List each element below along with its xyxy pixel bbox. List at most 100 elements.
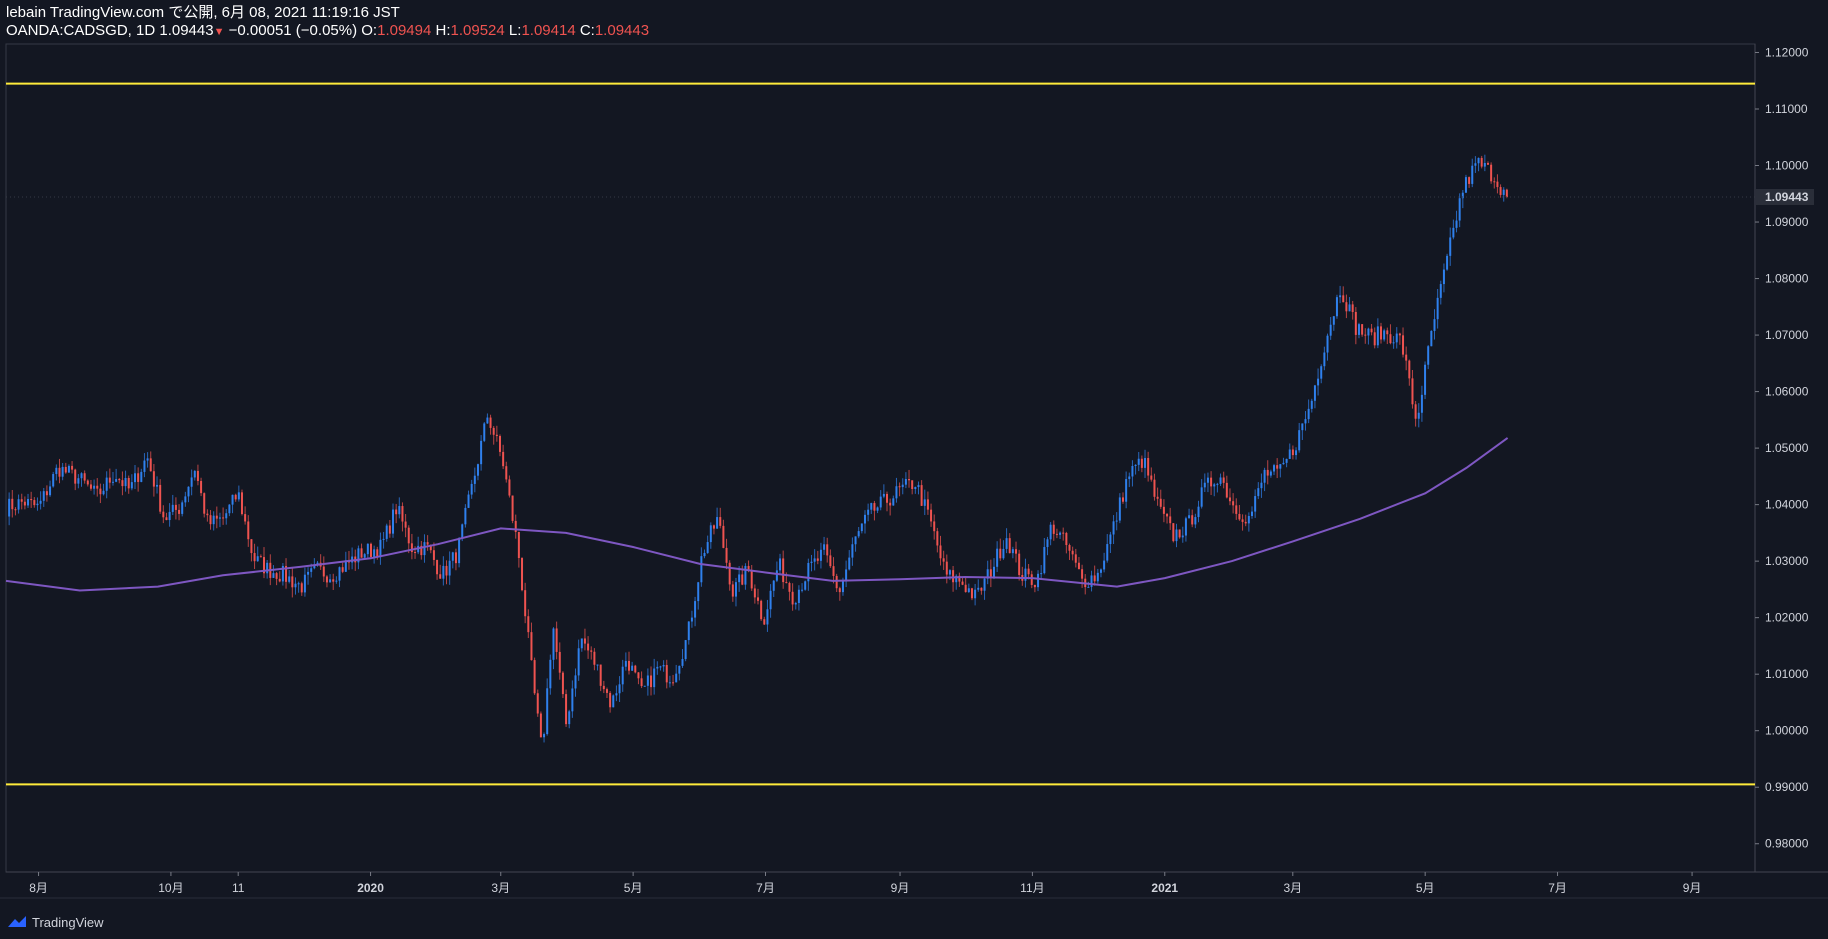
candle-body (1291, 449, 1294, 456)
candle-body (1427, 346, 1430, 365)
candle-body (240, 492, 243, 515)
x-tick-label: 3月 (491, 881, 510, 895)
candle-body (870, 503, 873, 510)
candle-body (1147, 458, 1150, 476)
candle-body (1250, 511, 1253, 517)
candle-body (1354, 311, 1357, 335)
candle-body (678, 665, 681, 674)
candle-body (385, 525, 388, 539)
candle-body (322, 566, 325, 577)
candle-body (429, 544, 432, 551)
candle-body (882, 493, 885, 497)
tradingview-logo[interactable]: TradingView (6, 913, 104, 931)
candle-body (1194, 517, 1197, 525)
candle-body (1329, 324, 1332, 336)
candle-body (171, 504, 174, 512)
candle-body (1335, 297, 1338, 317)
candle-body (816, 558, 819, 561)
candle-body (933, 521, 936, 532)
candle-body (1392, 342, 1395, 344)
candle-body (1414, 404, 1417, 419)
candle-body (184, 496, 187, 503)
candle-body (285, 565, 288, 582)
candle-body (89, 484, 92, 489)
candle-body (536, 693, 539, 714)
candle-body (152, 471, 155, 487)
candle-body (1216, 483, 1219, 485)
candle-body (480, 440, 483, 465)
candle-body (420, 545, 423, 556)
candle-body (892, 498, 895, 506)
candle-body (1269, 471, 1272, 476)
candle-body (977, 587, 980, 590)
candle-body (974, 589, 977, 599)
y-tick-label: 1.09000 (1765, 215, 1809, 229)
candle-body (747, 565, 750, 571)
candle-body (1049, 524, 1052, 540)
open-label: O: (361, 22, 378, 39)
price-axis[interactable]: 1.12000 1.11000 1.10000 1.09000 1.08000 1.070… (6, 45, 1814, 851)
candle-body (1191, 515, 1194, 525)
horizontal-lines-layer[interactable] (6, 82, 1755, 786)
candle-body (1213, 484, 1216, 487)
candle-body (505, 466, 508, 480)
candle-body (1310, 400, 1313, 409)
candle-body (23, 501, 26, 506)
candle-body (1115, 520, 1118, 522)
candle-body (244, 514, 247, 522)
candle-body (996, 548, 999, 567)
x-tick-label: 10月 (158, 881, 183, 895)
candle-body (1206, 477, 1209, 483)
candle-body (473, 475, 476, 484)
candle-body (1033, 584, 1036, 588)
candle-body (209, 515, 212, 525)
candle-body (300, 583, 303, 593)
candle-body (593, 651, 596, 665)
candle-body (55, 467, 58, 475)
y-tick-label: 1.05000 (1765, 441, 1809, 455)
candle-body (395, 509, 398, 515)
last-price-tag (1756, 188, 1814, 205)
candle-body (1408, 360, 1411, 379)
candle-body (1140, 458, 1143, 468)
candle-body (1367, 328, 1370, 336)
candle-body (310, 568, 313, 572)
candle-body (108, 477, 111, 483)
candle-body (294, 583, 297, 588)
candle-body (401, 506, 404, 522)
candle-body (156, 484, 159, 487)
candle-body (936, 531, 939, 546)
x-tick-label: 7月 (1548, 881, 1567, 895)
candle-body (1471, 165, 1474, 184)
candle-body (143, 460, 146, 472)
candle-body (1420, 394, 1423, 413)
candle-body (134, 473, 137, 483)
candle-body (259, 556, 262, 558)
candle-body (1150, 475, 1153, 480)
candle-body (137, 473, 140, 482)
candle-body (146, 458, 149, 461)
x-tick-label: 11月 (1020, 881, 1044, 895)
candle-body (1081, 569, 1084, 579)
candle-body (1483, 162, 1486, 167)
candle-body (555, 628, 558, 652)
candle-body (615, 693, 618, 696)
candle-body (1043, 547, 1046, 574)
candle-body (329, 579, 332, 583)
candle-body (829, 555, 832, 567)
last-price-label: 1.09443 (1765, 190, 1809, 204)
chart-frame (0, 43, 1828, 899)
candle-body (1424, 364, 1427, 395)
candle-body (1436, 297, 1439, 320)
candle-body (672, 682, 675, 684)
candle-body (1159, 498, 1162, 507)
candle-body (867, 509, 870, 515)
candle-body (20, 499, 23, 502)
candle-body (1455, 220, 1458, 228)
candle-body (1238, 513, 1241, 520)
y-tick-label: 0.98000 (1765, 837, 1809, 851)
candle-body (970, 588, 973, 599)
candle-body (583, 638, 586, 644)
time-axis[interactable]: 8月 10月 11 2020 3月 5月 7月 9月 11月 2021 3月 5月 7月 9月 (29, 872, 1701, 895)
